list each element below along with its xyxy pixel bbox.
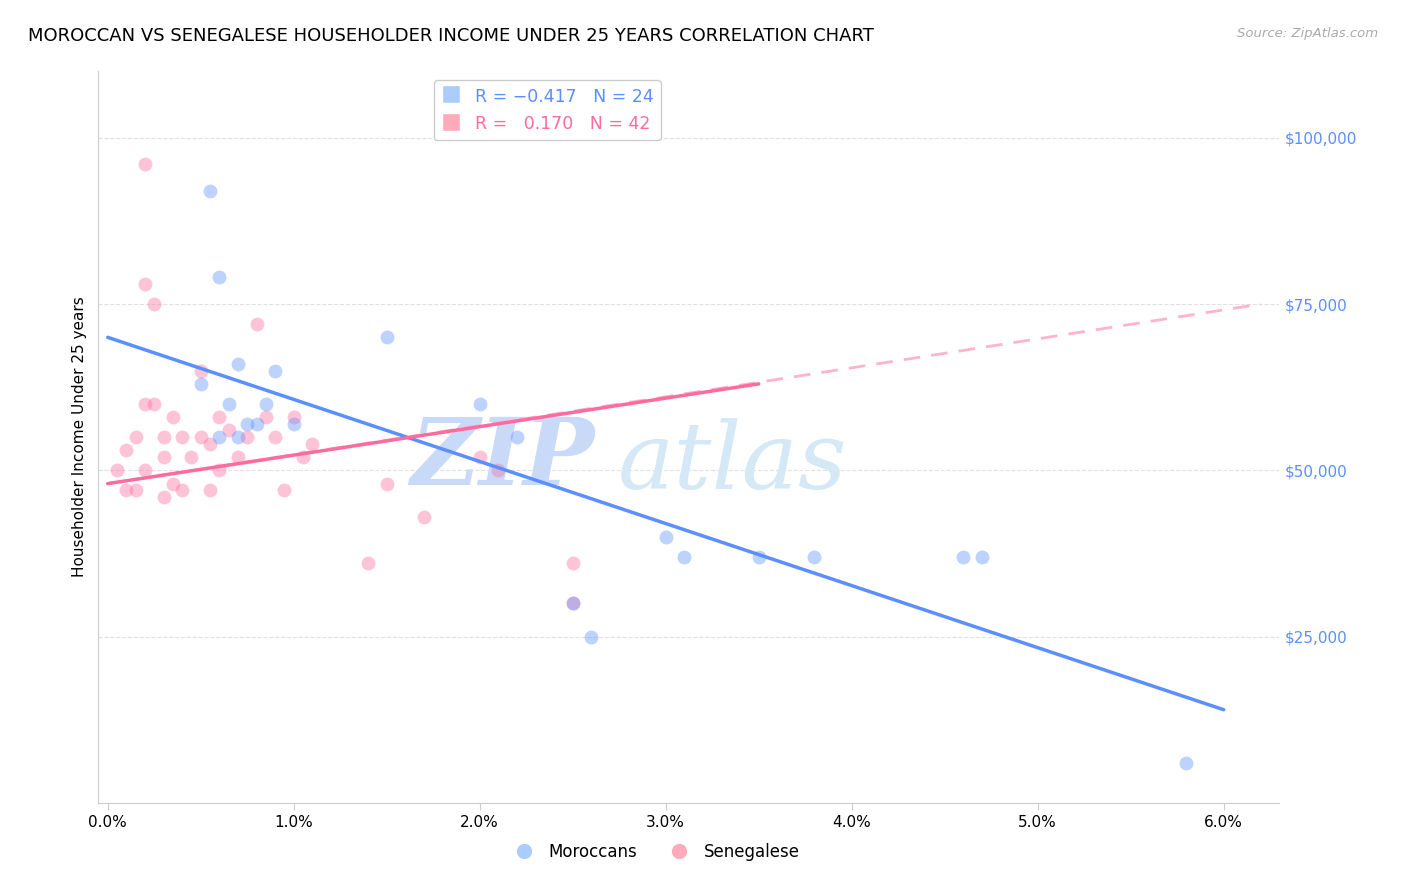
Point [561,596,583,610]
Point [218,397,240,411]
Point [162,476,184,491]
Point [412,509,434,524]
Text: atlas: atlas [619,417,848,508]
Point [134,277,156,292]
Point [357,557,380,571]
Point [208,463,231,477]
Text: MOROCCAN VS SENEGALESE HOUSEHOLDER INCOME UNDER 25 YEARS CORRELATION CHART: MOROCCAN VS SENEGALESE HOUSEHOLDER INCOM… [28,27,875,45]
Point [264,363,287,377]
Point [134,463,156,477]
Point [292,450,315,464]
Point [561,557,583,571]
Point [254,397,277,411]
Point [190,430,212,444]
Point [143,397,166,411]
Point [152,490,174,504]
Point [581,630,603,644]
Point [208,270,231,285]
Point [236,417,259,431]
Point [218,424,240,438]
Point [152,450,174,464]
Point [748,549,770,564]
Point [561,596,583,610]
Point [375,476,398,491]
Text: ZIP: ZIP [411,414,595,504]
Point [803,549,825,564]
Point [468,397,491,411]
Point [283,417,305,431]
Point [283,410,305,425]
Point [124,430,146,444]
Point [468,450,491,464]
Point [952,549,974,564]
Point [264,430,287,444]
Point [134,397,156,411]
Point [190,363,212,377]
Point [654,530,676,544]
Point [486,463,509,477]
Point [208,410,231,425]
Point [172,483,194,498]
Point [172,430,194,444]
Point [226,357,249,371]
Point [226,450,249,464]
Text: Source: ZipAtlas.com: Source: ZipAtlas.com [1237,27,1378,40]
Point [105,463,128,477]
Point [236,430,259,444]
Y-axis label: Householder Income Under 25 years: Householder Income Under 25 years [72,297,87,577]
Point [198,436,221,450]
Legend: Moroccans, Senegalese: Moroccans, Senegalese [501,837,807,868]
Point [245,317,267,331]
Point [375,330,398,344]
Point [1175,756,1198,770]
Point [273,483,295,498]
Point [115,483,138,498]
Point [162,410,184,425]
Point [254,410,277,425]
Point [198,483,221,498]
Point [152,430,174,444]
Point [673,549,696,564]
Point [208,430,231,444]
Point [198,184,221,198]
Point [124,483,146,498]
Point [190,376,212,391]
Point [970,549,993,564]
Point [180,450,202,464]
Point [134,157,156,171]
Point [506,430,529,444]
Point [301,436,323,450]
Point [226,430,249,444]
Point [245,417,267,431]
Point [115,443,138,458]
Point [143,297,166,311]
